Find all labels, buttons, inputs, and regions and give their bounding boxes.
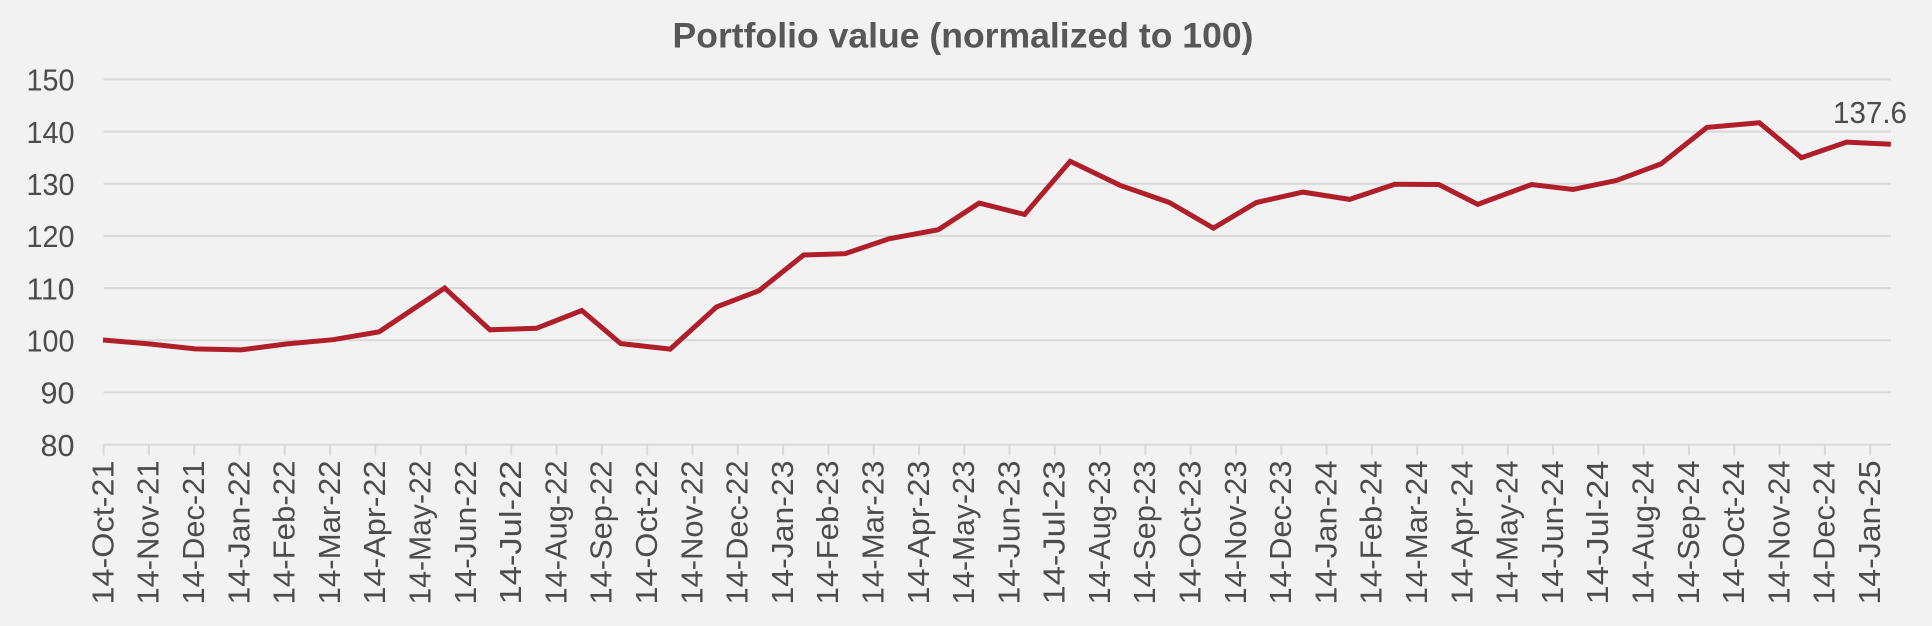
svg-text:14-Jan-23: 14-Jan-23 (765, 461, 800, 605)
svg-text:14-May-23: 14-May-23 (946, 461, 981, 605)
svg-text:80: 80 (41, 428, 75, 463)
svg-text:Portfolio value (normalized to: Portfolio value (normalized to 100) (673, 17, 1254, 56)
svg-text:90: 90 (41, 376, 75, 411)
svg-text:14-Feb-23: 14-Feb-23 (810, 461, 845, 605)
svg-text:14-Dec-21: 14-Dec-21 (176, 461, 211, 605)
svg-text:110: 110 (27, 271, 75, 306)
svg-text:14-Nov-21: 14-Nov-21 (131, 461, 166, 605)
svg-text:14-Aug-23: 14-Aug-23 (1082, 461, 1117, 605)
svg-text:14-May-24: 14-May-24 (1490, 461, 1525, 605)
svg-text:14-Jul-23: 14-Jul-23 (1037, 461, 1072, 605)
svg-text:14-Nov-24: 14-Nov-24 (1761, 461, 1796, 605)
svg-text:14-Jan-22: 14-Jan-22 (221, 461, 256, 605)
svg-text:14-Jul-22: 14-Jul-22 (493, 461, 528, 605)
svg-text:14-Jan-24: 14-Jan-24 (1308, 461, 1343, 605)
svg-text:14-Aug-24: 14-Aug-24 (1626, 461, 1661, 605)
svg-text:120: 120 (27, 219, 75, 254)
svg-text:14-Jun-23: 14-Jun-23 (991, 461, 1026, 605)
svg-text:100: 100 (27, 324, 75, 359)
svg-text:130: 130 (27, 167, 75, 202)
svg-text:14-Oct-22: 14-Oct-22 (629, 461, 664, 605)
svg-text:14-Jun-22: 14-Jun-22 (448, 461, 483, 605)
svg-text:14-Jun-24: 14-Jun-24 (1535, 461, 1570, 605)
svg-text:14-Sep-22: 14-Sep-22 (584, 461, 619, 605)
svg-text:14-Apr-24: 14-Apr-24 (1444, 461, 1479, 605)
svg-text:14-Oct-24: 14-Oct-24 (1716, 461, 1751, 605)
svg-text:14-Dec-22: 14-Dec-22 (720, 461, 755, 605)
svg-text:14-Dec-23: 14-Dec-23 (1263, 461, 1298, 605)
svg-text:14-Jan-25: 14-Jan-25 (1852, 461, 1887, 605)
svg-text:14-Sep-24: 14-Sep-24 (1671, 461, 1706, 605)
svg-text:14-Nov-23: 14-Nov-23 (1218, 461, 1253, 605)
svg-text:14-Mar-24: 14-Mar-24 (1399, 461, 1434, 605)
svg-text:14-Feb-22: 14-Feb-22 (267, 461, 302, 605)
svg-text:140: 140 (27, 115, 75, 150)
svg-text:14-Aug-22: 14-Aug-22 (538, 461, 573, 605)
svg-text:14-Mar-23: 14-Mar-23 (856, 461, 891, 605)
svg-text:14-Apr-23: 14-Apr-23 (901, 461, 936, 605)
svg-text:14-Nov-22: 14-Nov-22 (674, 461, 709, 605)
svg-text:14-Sep-23: 14-Sep-23 (1127, 461, 1162, 605)
svg-text:14-Apr-22: 14-Apr-22 (357, 461, 392, 605)
svg-text:14-Oct-21: 14-Oct-21 (85, 461, 120, 605)
svg-text:14-Oct-23: 14-Oct-23 (1173, 461, 1208, 605)
svg-text:150: 150 (27, 63, 75, 98)
svg-text:137.6: 137.6 (1833, 95, 1907, 130)
svg-text:14-Feb-24: 14-Feb-24 (1354, 461, 1389, 605)
svg-text:14-Dec-24: 14-Dec-24 (1807, 461, 1842, 605)
svg-text:14-Jul-24: 14-Jul-24 (1580, 461, 1615, 605)
svg-text:14-May-22: 14-May-22 (403, 461, 438, 605)
svg-text:14-Mar-22: 14-Mar-22 (312, 461, 347, 605)
